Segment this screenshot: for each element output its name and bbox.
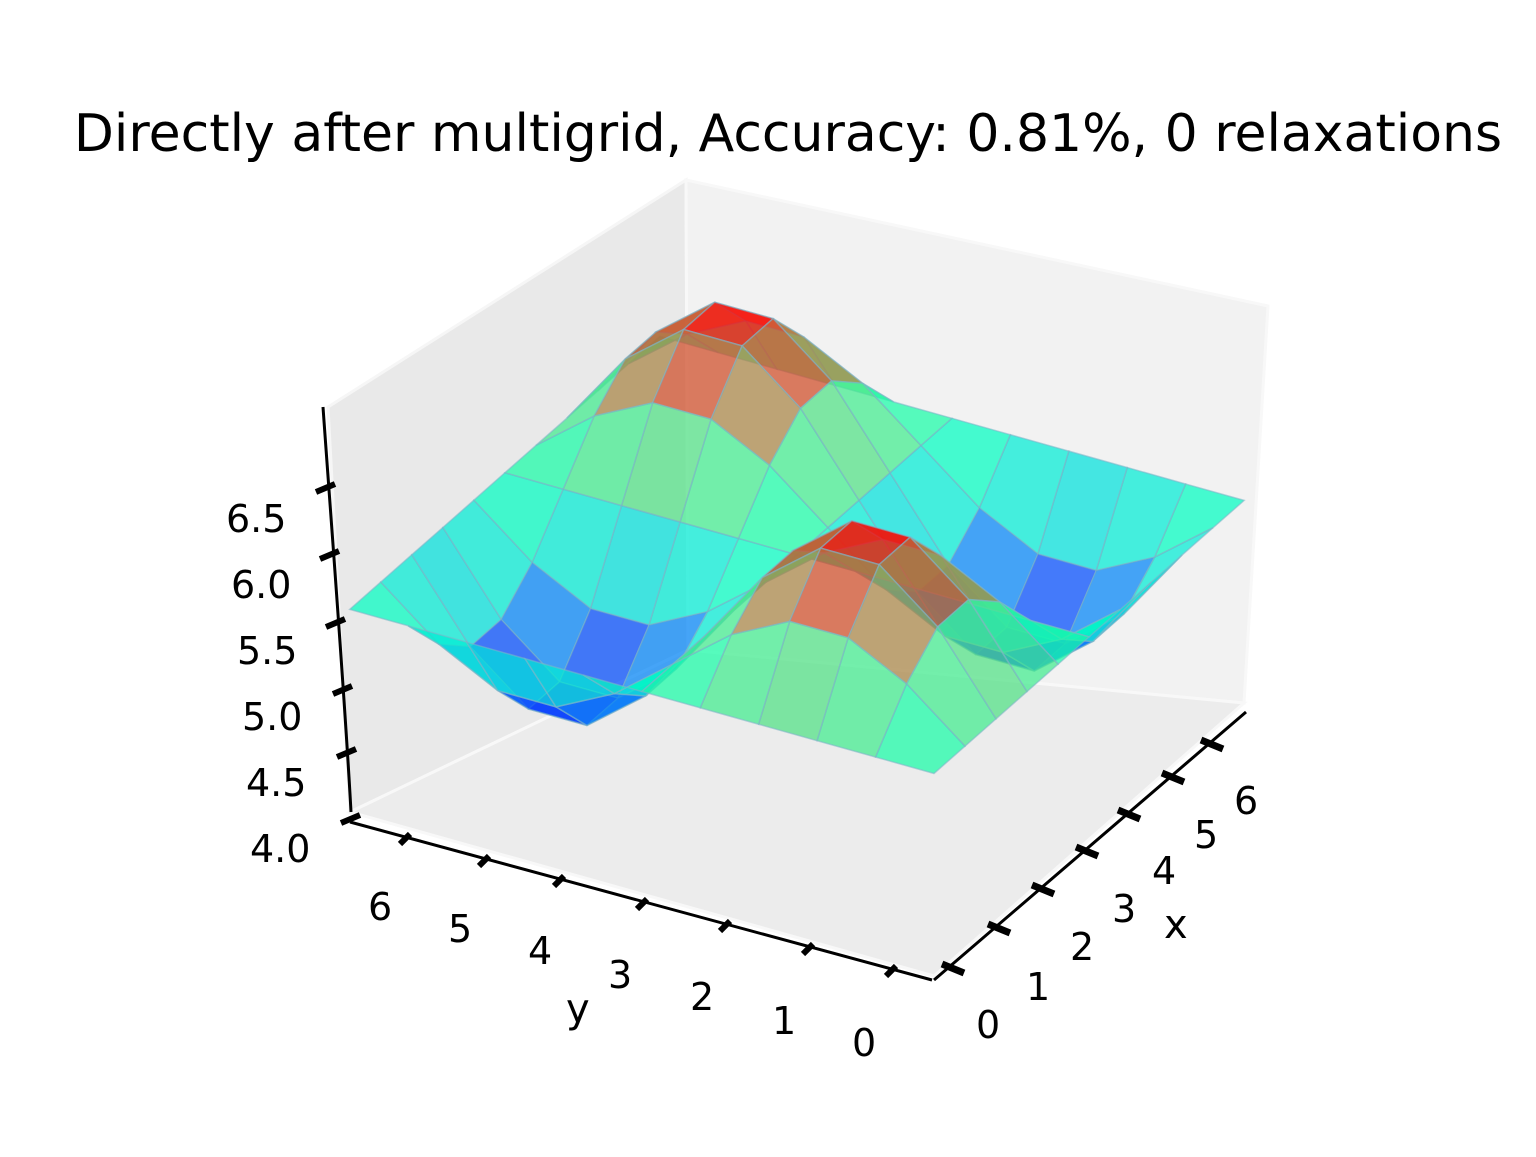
x-tick-mark xyxy=(1030,881,1056,898)
x-tick-label: 2 xyxy=(1070,925,1094,969)
z-tick-label: 5.5 xyxy=(237,629,297,673)
y-tick-label: 4 xyxy=(528,929,552,973)
z-axis-ticks: 6.5 6.0 5.5 5.0 4.5 4.0 xyxy=(226,481,362,871)
x-tick-mark xyxy=(1116,806,1142,823)
x-tick-label: 3 xyxy=(1112,887,1136,931)
y-tick-mark xyxy=(717,918,733,934)
z-tick-mark xyxy=(314,481,337,495)
z-tick-mark xyxy=(335,746,358,760)
y-axis-ticks: 0 1 2 3 4 5 6 y xyxy=(368,831,899,1065)
z-tick-mark xyxy=(331,683,354,697)
z-tick-mark xyxy=(318,548,341,562)
z-tick-mark xyxy=(339,812,362,826)
x-tick-label: 4 xyxy=(1152,849,1176,893)
z-tick-label: 4.0 xyxy=(250,827,310,871)
z-axis-line xyxy=(321,406,353,813)
x-tick-label: 1 xyxy=(1026,965,1050,1009)
x-tick-label: 5 xyxy=(1194,813,1218,857)
surface-patch xyxy=(874,682,967,775)
y-tick-label: 2 xyxy=(690,975,714,1019)
y-tick-mark xyxy=(800,941,816,957)
y-tick-label: 1 xyxy=(772,999,796,1043)
x-tick-label: 6 xyxy=(1234,779,1258,823)
x-axis-label: x xyxy=(1164,902,1188,948)
chart-title: Directly after multigrid, Accuracy: 0.81… xyxy=(73,104,1503,164)
y-axis-label: y xyxy=(566,986,590,1032)
x-axis-ticks: 0 1 2 3 4 5 6 x xyxy=(940,736,1258,1047)
y-tick-mark xyxy=(397,831,413,847)
y-tick-mark xyxy=(551,873,567,889)
x-tick-mark xyxy=(1160,769,1186,786)
y-tick-label: 0 xyxy=(852,1021,876,1065)
z-tick-label: 6.0 xyxy=(231,563,291,607)
x-axis-line xyxy=(933,710,1247,982)
surface-mesh xyxy=(348,301,1246,775)
y-tick-label: 3 xyxy=(608,953,632,997)
x-tick-mark xyxy=(1074,843,1100,860)
x-tick-mark xyxy=(1199,736,1225,753)
y-tick-label: 6 xyxy=(368,885,392,929)
x-tick-mark xyxy=(986,920,1012,937)
y-tick-mark xyxy=(883,963,899,979)
y-tick-label: 5 xyxy=(448,907,472,951)
x-tick-label: 0 xyxy=(976,1003,1000,1047)
y-tick-mark xyxy=(476,853,492,869)
x-tick-mark xyxy=(940,960,966,977)
y-tick-mark xyxy=(634,896,650,912)
z-tick-mark xyxy=(324,616,347,630)
z-tick-label: 6.5 xyxy=(226,497,286,541)
z-tick-label: 5.0 xyxy=(242,695,302,739)
z-tick-label: 4.5 xyxy=(246,761,306,805)
